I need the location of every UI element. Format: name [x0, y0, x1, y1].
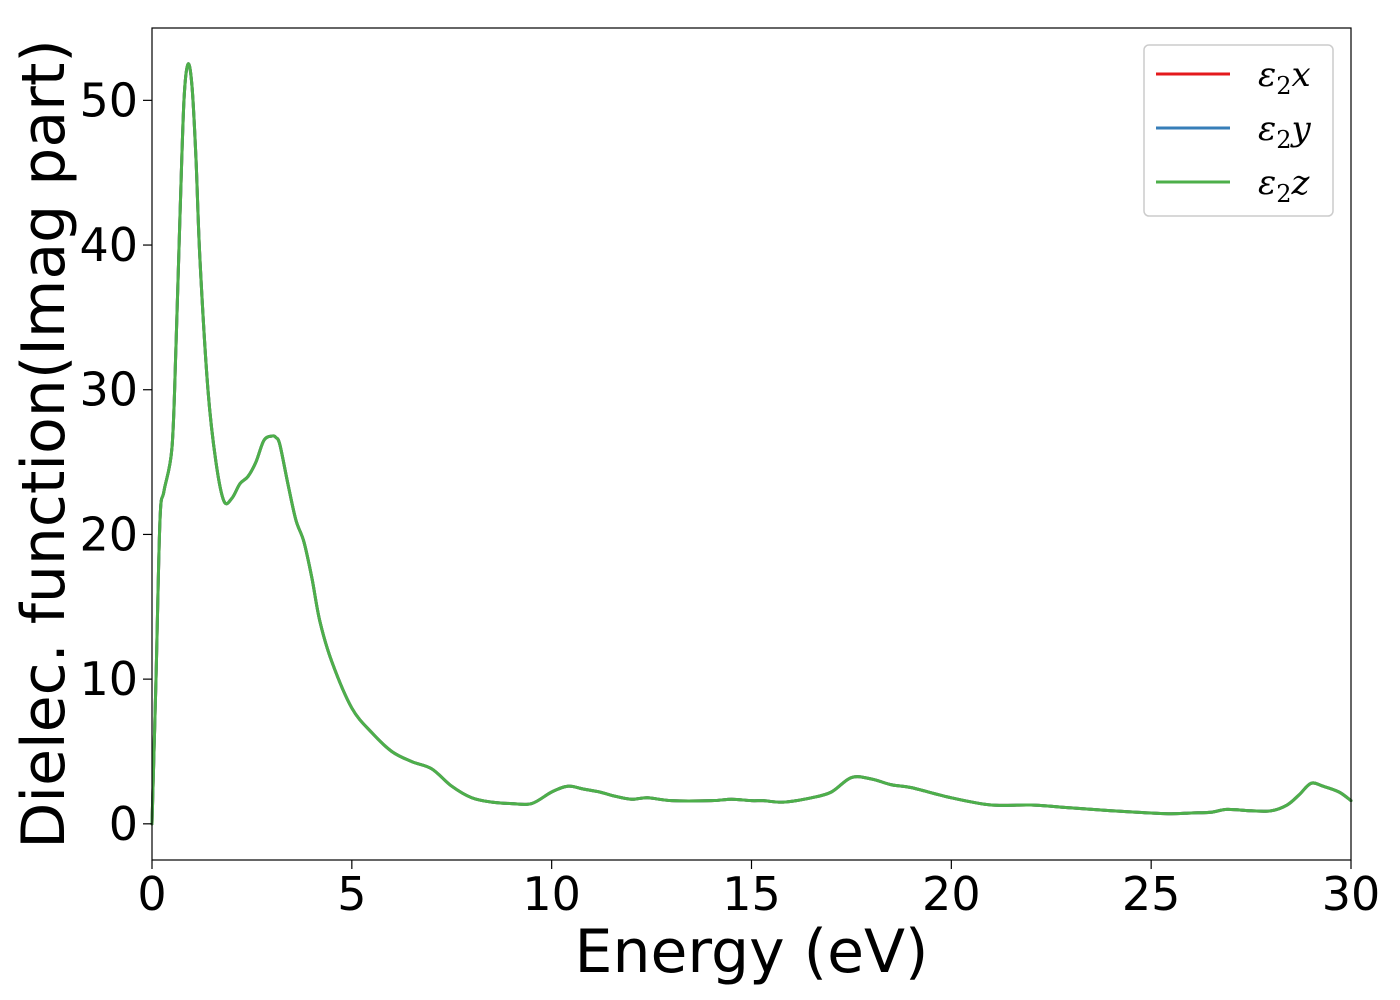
x-tick-label: 20	[922, 867, 981, 921]
y-tick-label: 20	[79, 507, 138, 561]
x-tick-label: 25	[1122, 867, 1181, 921]
legend-label: ε2z	[1258, 163, 1311, 208]
legend-box	[1143, 44, 1334, 217]
x-axis-ticks: 0 5 10 15 20 25 30	[137, 860, 1380, 921]
y-tick-label: 10	[79, 652, 138, 706]
x-tick-label: 10	[522, 867, 581, 921]
y-tick-label: 50	[79, 73, 138, 127]
y-axis-label: Dielec. function(Imag part)	[9, 39, 79, 849]
legend: ε2x ε2y ε2z	[1143, 44, 1334, 217]
y-tick-label: 40	[79, 218, 138, 272]
x-tick-label: 30	[1322, 867, 1381, 921]
series-line-z	[150, 62, 1353, 826]
y-axis-ticks: 0 10 20 30 40 50	[79, 73, 152, 851]
x-tick-label: 15	[722, 867, 781, 921]
x-tick-label: 0	[137, 867, 166, 921]
legend-label: ε2y	[1258, 109, 1312, 154]
y-tick-label: 30	[79, 363, 138, 417]
x-axis-label: Energy (eV)	[575, 917, 929, 987]
legend-label: ε2x	[1258, 55, 1311, 100]
series-layer	[150, 62, 1353, 826]
y-tick-label: 0	[109, 797, 138, 851]
x-tick-label: 5	[337, 867, 366, 921]
